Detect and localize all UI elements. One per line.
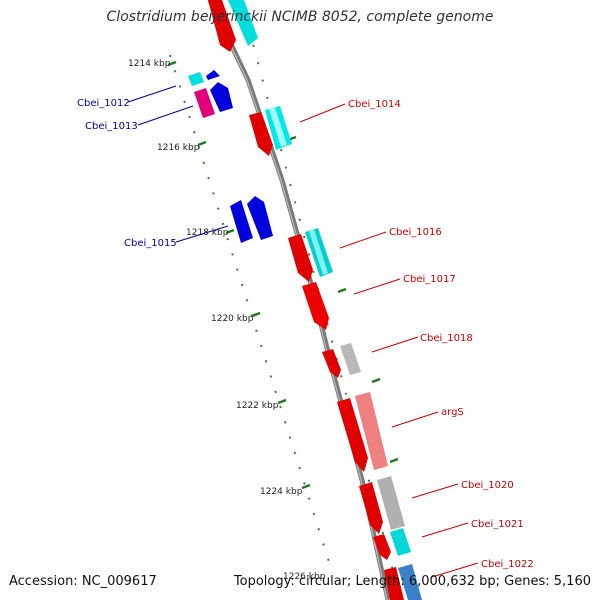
leader-line <box>137 105 194 126</box>
gene-forward <box>355 392 388 470</box>
gene-reverse <box>210 82 233 112</box>
tick-label-1214: 1214 kbp <box>128 59 171 69</box>
tick-label-1222: 1222 kbp <box>236 401 279 411</box>
gene-reverse <box>194 88 215 118</box>
tick-label-1220: 1220 kbp <box>211 314 254 324</box>
reverse-ruler <box>169 54 331 566</box>
tick-mark <box>167 60 177 67</box>
gene-forward <box>288 234 313 282</box>
leader-line <box>431 562 479 578</box>
tick-mark <box>197 140 207 147</box>
tick-mark <box>389 457 399 464</box>
tick-label-1226: 1226 kbp <box>283 572 326 582</box>
gene-label-cbei-1013: Cbei_1013 <box>85 121 138 132</box>
leader-line <box>339 231 387 249</box>
gene-label-cbei-1016: Cbei_1016 <box>389 227 442 238</box>
gene-reverse <box>206 70 220 80</box>
gene-forward <box>340 343 361 375</box>
gene-label-cbei-1012: Cbei_1012 <box>77 98 130 109</box>
leader-line <box>175 225 229 243</box>
gene-label-cbei-1020: Cbei_1020 <box>461 480 514 491</box>
gene-forward <box>269 107 287 147</box>
gene-forward <box>249 112 273 156</box>
tick-label-1224: 1224 kbp <box>260 487 303 497</box>
gene-label-cbei-1018: Cbei_1018 <box>420 333 473 344</box>
gene-reverse <box>188 72 204 86</box>
gene-forward <box>337 398 368 472</box>
gene-forward <box>208 0 236 52</box>
tick-mark <box>277 398 287 405</box>
gene-forward <box>384 567 404 600</box>
tick-mark <box>371 377 381 384</box>
leader-line <box>371 336 419 353</box>
leader-line <box>353 278 401 295</box>
genome-backbone-highlight <box>208 0 388 600</box>
gene-forward <box>398 564 422 600</box>
gene-forward <box>309 229 328 275</box>
leader-line <box>299 103 346 123</box>
leader-line <box>421 522 469 538</box>
gene-forward <box>377 476 405 530</box>
gene-reverse <box>230 200 253 243</box>
tick-mark <box>337 287 347 294</box>
gene-forward <box>322 349 341 378</box>
gene-forward <box>302 282 329 330</box>
leader-line <box>411 483 459 499</box>
gene-forward <box>373 534 391 560</box>
gene-label-args: argS <box>441 407 464 418</box>
leader-line <box>391 411 439 428</box>
map-title: Clostridium beijerinckii NCIMB 8052, com… <box>106 9 494 25</box>
gene-forward <box>359 482 383 534</box>
gene-label-cbei-1015: Cbei_1015 <box>124 238 177 249</box>
tick-mark <box>225 228 235 235</box>
gene-forward <box>390 528 411 556</box>
gene-forward <box>228 0 258 46</box>
leader-line <box>127 85 177 103</box>
topology-text: Topology: circular; Length: 6,000,632 bp… <box>233 574 591 589</box>
tick-label-1218: 1218 kbp <box>186 228 229 238</box>
gene-label-cbei-1014: Cbei_1014 <box>348 99 401 110</box>
genome-backbone <box>207 0 391 600</box>
accession-text: Accession: NC_009617 <box>9 574 157 589</box>
tick-label-1216: 1216 kbp <box>157 143 200 153</box>
tick-mark <box>301 483 311 490</box>
gene-reverse <box>247 196 273 240</box>
gene-label-cbei-1022: Cbei_1022 <box>481 559 534 570</box>
tick-mark <box>251 311 261 318</box>
gene-label-cbei-1021: Cbei_1021 <box>471 519 524 530</box>
gene-label-cbei-1017: Cbei_1017 <box>403 274 456 285</box>
